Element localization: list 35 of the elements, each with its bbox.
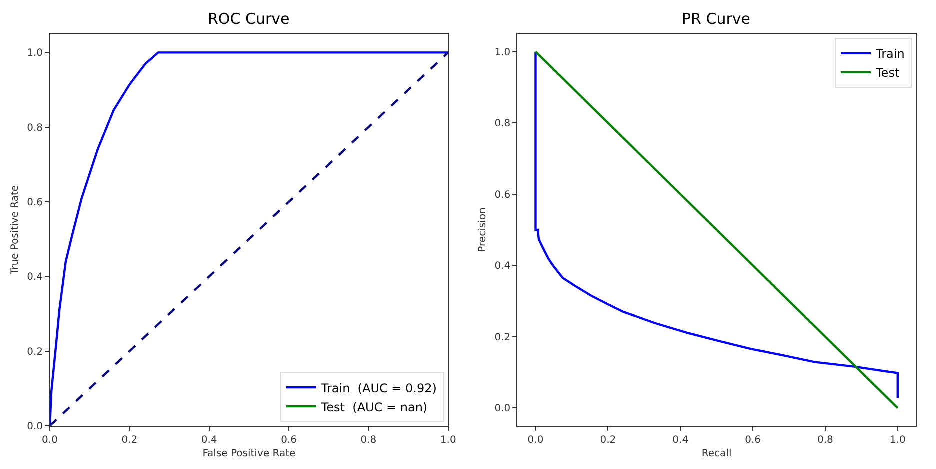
y-axis-title: True Positive Rate <box>10 185 22 276</box>
y-tick-label: 0.2 <box>494 332 511 344</box>
x-axis-title: Recall <box>702 448 732 460</box>
x-tick-label: 0.0 <box>42 435 58 446</box>
y-tick-label: 0.6 <box>27 198 43 208</box>
y-tick-label: 0.2 <box>27 346 43 358</box>
x-axis-title: False Positive Rate <box>202 448 296 460</box>
line-series <box>50 52 448 426</box>
chart-title: ROC Curve <box>208 10 290 28</box>
x-tick-label: 0.8 <box>818 435 834 446</box>
y-tick-label: 0.4 <box>494 261 511 272</box>
x-tick-label: 0.8 <box>360 435 377 446</box>
x-tick-label: 0.6 <box>281 435 297 446</box>
legend-label: Train <box>875 47 905 62</box>
y-tick-label: 0.8 <box>494 118 511 130</box>
y-tick-label: 0.6 <box>494 190 511 201</box>
legend-label: Test (AUC = nan) <box>320 400 428 414</box>
y-tick-label: 1.0 <box>494 47 511 58</box>
legend-label: Test <box>875 66 900 80</box>
x-tick-label: 0.2 <box>600 435 616 446</box>
x-tick-label: 1.0 <box>440 435 456 446</box>
x-tick-label: 0.6 <box>745 435 761 446</box>
y-tick-label: 0.4 <box>27 272 43 284</box>
x-tick-label: 0.0 <box>528 435 544 446</box>
y-tick-label: 1.0 <box>27 48 43 60</box>
x-tick-label: 0.4 <box>672 435 689 446</box>
chart-title: PR Curve <box>682 10 750 28</box>
legend-label: Train (AUC = 0.92) <box>320 381 437 396</box>
y-tick-label: 0.0 <box>27 422 43 432</box>
x-tick-label: 0.2 <box>122 435 138 446</box>
y-axis-title: Precision <box>478 208 489 252</box>
y-tick-label: 0.8 <box>27 122 43 134</box>
x-tick-label: 0.4 <box>201 435 218 446</box>
x-tick-label: 1.0 <box>890 435 906 446</box>
y-tick-label: 0.0 <box>494 404 511 415</box>
